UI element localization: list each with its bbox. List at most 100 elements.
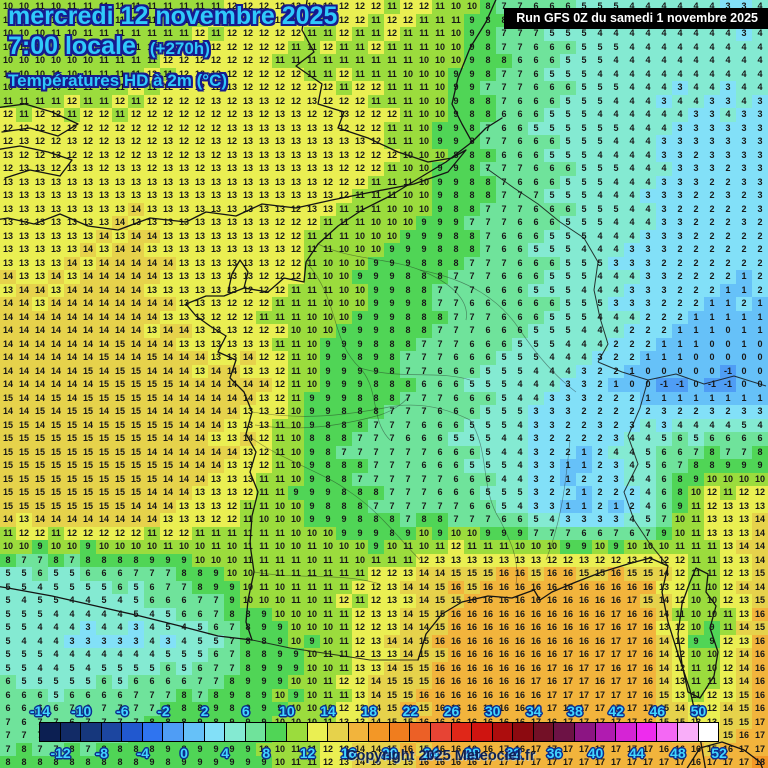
temp-value: -1 [656,378,672,392]
temp-value: 13 [240,148,256,162]
temp-value: 11 [320,580,336,594]
temp-value: 12 [272,405,288,419]
temp-value: 12 [272,391,288,405]
temp-value: 14 [96,364,112,378]
temp-value: 12 [368,148,384,162]
temp-value: 2 [752,216,768,230]
temp-value: 14 [368,742,384,756]
temp-value: 10 [0,40,16,54]
temp-value: 15 [128,405,144,419]
temp-value: 11 [336,634,352,648]
temp-value: 17 [624,688,640,702]
temp-value: 8 [240,661,256,675]
temp-value: 11 [272,297,288,311]
temp-value: 7 [336,445,352,459]
temp-value: 15 [80,445,96,459]
temp-value: 14 [160,486,176,500]
temp-value: 7 [480,310,496,324]
temp-value: 9 [320,405,336,419]
temp-value: 10 [320,310,336,324]
temp-value: 12 [752,486,768,500]
temp-value: 5 [608,162,624,176]
temp-value: 3 [688,175,704,189]
temp-value: 10 [304,337,320,351]
temp-value: 10 [320,270,336,284]
temp-value: 13 [320,148,336,162]
temp-value: 9 [336,351,352,365]
temp-value: 15 [0,418,16,432]
temp-value: 15 [32,405,48,419]
temp-value: 16 [496,621,512,635]
temp-value: 13 [352,135,368,149]
temp-value: 13 [384,607,400,621]
temp-value: 11 [80,27,96,41]
temp-value: 7 [464,324,480,338]
temp-value: 2 [720,243,736,257]
temp-value: 14 [96,337,112,351]
temp-value: 12 [224,40,240,54]
temp-value: 3 [752,135,768,149]
temp-value: 10 [512,540,528,554]
temp-value: 11 [112,81,128,95]
temp-value: 1 [688,324,704,338]
temp-value: 8 [432,256,448,270]
temp-value: 8 [240,648,256,662]
temp-value: 11 [96,27,112,41]
temp-value: 13 [192,256,208,270]
temp-value: 11 [16,13,32,27]
temp-value: 4 [656,40,672,54]
temp-value: 6 [464,297,480,311]
temp-value: 15 [96,391,112,405]
temp-value: 14 [160,256,176,270]
temp-value: 12 [240,54,256,68]
temp-value: 12 [32,148,48,162]
temp-value: 9 [240,702,256,716]
temp-value: 9 [448,121,464,135]
temp-value: 5 [576,189,592,203]
temp-value: 1 [688,337,704,351]
temp-value: 12 [304,0,320,14]
temp-value: 13 [304,175,320,189]
temp-value: 17 [624,621,640,635]
temp-value: 11 [144,27,160,41]
temp-value: 10 [272,607,288,621]
temp-value: 13 [192,283,208,297]
temp-value: 4 [688,67,704,81]
temp-value: 4 [624,94,640,108]
temp-value: 4 [608,324,624,338]
temp-value: 10 [448,0,464,14]
temp-value: 11 [288,283,304,297]
temp-value: 6 [496,324,512,338]
temp-value: 10 [16,54,32,68]
temp-value: 7 [160,567,176,581]
temp-value: 3 [656,229,672,243]
temp-value: 5 [496,351,512,365]
temp-value: 16 [592,580,608,594]
temp-value: 9 [224,742,240,756]
temp-value: 5 [96,661,112,675]
temp-value: 10 [224,553,240,567]
temp-value: 6 [480,337,496,351]
temp-value: 4 [80,648,96,662]
temp-value: 6 [448,459,464,473]
temp-value: 6 [464,351,480,365]
temp-value: 16 [464,621,480,635]
temp-value: 13 [80,162,96,176]
temp-value: 15 [48,472,64,486]
temp-value: 14 [96,310,112,324]
temp-value: 15 [160,418,176,432]
temp-value: 16 [496,661,512,675]
temp-value: 4 [624,472,640,486]
temp-value: 11 [336,40,352,54]
temp-row: 13 12 12 13 12 12 13 12 12 13 12 12 13 12 13 13 13 13 13 13… [0,148,768,162]
temp-value: 16 [496,675,512,689]
temp-value: 5 [576,229,592,243]
temp-value: 8 [224,675,240,689]
temp-value: 14 [752,553,768,567]
temp-value: 5 [592,135,608,149]
temp-value: 12 [272,378,288,392]
temp-value: 10 [336,243,352,257]
temp-value: 6 [512,216,528,230]
scale-tick-label: 18 [361,703,377,719]
temp-value: 10 [704,607,720,621]
